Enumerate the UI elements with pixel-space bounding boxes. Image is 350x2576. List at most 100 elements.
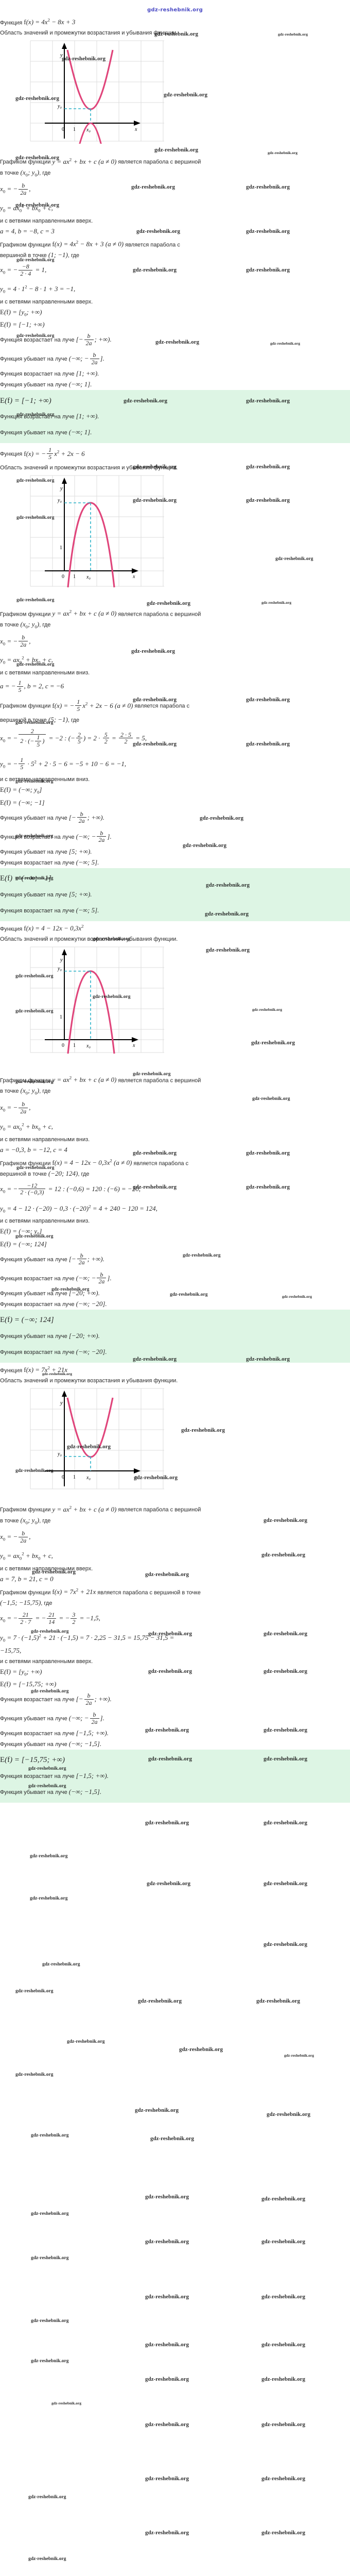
watermark: gdz-reshebnik.org xyxy=(31,2211,69,2216)
func-word-3: Функция xyxy=(0,926,24,933)
watermark: gdz-reshebnik.org xyxy=(30,1854,68,1859)
parabola-graph-2: y y₀ 1 0 1 x₀ x xyxy=(28,473,350,589)
p3-answer-E: E(f) = (−∞; 124] xyxy=(0,1315,54,1324)
p1-decr-general: Функция убывает на луче (−∞; − b 2a]. xyxy=(0,351,104,366)
p3-vertex: вершиной в точке (−20; 124), где xyxy=(0,1169,90,1177)
watermark: gdz-reshebnik.org xyxy=(145,2294,189,2300)
problem-1-formula: f(x) = 4x2 − 8x + 3 xyxy=(24,18,76,26)
p4-vertex: (−1,5; −15,75), где xyxy=(0,1599,52,1607)
p3-y0-general: y0 = ax02 + bx0 + c, xyxy=(0,1122,53,1132)
watermark: gdz-reshebnik.org xyxy=(261,2476,306,2482)
p4-decr-value: Функция убывает на луче (−∞; −1,5]. xyxy=(0,1740,102,1748)
p1-decr-value: Функция убывает на луче (−∞; 1]. xyxy=(0,380,92,388)
parabola-graph-3: y y₀ 1 0 1 x₀ x xyxy=(28,944,350,1055)
watermark: gdz-reshebnik.org xyxy=(28,2556,66,2562)
p1-branches-general: и с ветвями направленными вверх. xyxy=(0,217,93,224)
watermark: gdz-reshebnik.org xyxy=(42,1962,80,1967)
graph1-x0-label: x₀ xyxy=(86,127,91,133)
p2-branches-general: и с ветвями направленными вниз. xyxy=(0,670,90,676)
p4-E-general: E(f) = [y0; +∞) xyxy=(0,1667,42,1677)
watermark: gdz-reshebnik.org xyxy=(135,2107,179,2113)
graph2-x0-label: x₀ xyxy=(86,574,91,580)
p2-incr-general: Функция возрастает на луче (−∞; − b 2a]. xyxy=(0,829,112,844)
parabola-graph-1: y y₀ 0 1 x₀ x xyxy=(28,38,350,144)
p2-answer-incr: Функция возрастает на луче (−∞; 5]. xyxy=(0,906,99,914)
p4-incr-general: Функция возрастает на луче [− b 2a; +∞). xyxy=(0,1692,112,1706)
watermark: gdz-reshebnik.org xyxy=(28,2495,66,2500)
watermark: gdz-reshebnik.org xyxy=(138,1998,182,2004)
watermark: gdz-reshebnik.org xyxy=(261,2421,306,2428)
watermark: gdz-reshebnik.org xyxy=(261,2196,306,2202)
graph1-zero-label: 0 xyxy=(62,127,64,132)
watermark: gdz-reshebnik.org xyxy=(261,2342,306,2348)
p2-answer-E: E(f) = (−∞; −1] xyxy=(0,874,51,883)
func-word-2: Функция xyxy=(0,451,24,457)
p3-vertex-line: в точке (x0; y0), где xyxy=(0,1087,51,1096)
p4-x0-general: x0 = − b 2a, xyxy=(0,1530,31,1544)
p4-y0-general: y0 = ax02 + bx0 + c, xyxy=(0,1551,53,1561)
p3-answer-incr: Функция возрастает на луче (−∞; −20]. xyxy=(0,1347,107,1355)
p2-branches: и с ветвями направленными вниз. xyxy=(0,776,90,783)
p3-decr-general: Функция убывает на луче [− b 2a; +∞). xyxy=(0,1251,104,1266)
p4-E-value: E(f) = [−15,75; +∞) xyxy=(0,1680,57,1688)
p3-answer-block: E(f) = (−∞; 124] Функция убывает на луче… xyxy=(0,1309,350,1363)
p3-E-value: E(f) = (−∞; 124] xyxy=(0,1240,47,1248)
problem-4-title: Функция f(x) = 7x2 + 21x xyxy=(0,1365,68,1374)
p3-E-general: E(f) = (−∞; y0] xyxy=(0,1227,42,1236)
p1-answer-incr: Функция возрастает на луче [1; +∞). xyxy=(0,412,99,420)
p1-answer-decr: Функция убывает на луче (−∞; 1]. xyxy=(0,428,92,436)
p4-branches: и с ветвями направленными вверх. xyxy=(0,1658,93,1665)
p1-incr-value: Функция возрастает на луче [1; +∞). xyxy=(0,369,99,378)
graph2-x-label: x xyxy=(132,574,135,580)
p3-incr-general: Функция возрастает на луче (−∞; − b 2a]. xyxy=(0,1270,112,1285)
p2-answer-block: E(f) = (−∞; −1] Функция убывает на луче … xyxy=(0,868,350,921)
graph2-y-label: y xyxy=(60,485,63,492)
p2-x0-general: x0 = − b 2a, xyxy=(0,634,31,649)
p3-branches-general: и с ветвями направленными вниз. xyxy=(0,1136,90,1143)
p4-x0-calc: x0 = −21 2 · 7 = −21 14 = −3 2 = −1,5, xyxy=(0,1611,100,1625)
p4-answer-incr: Функция возрастает на луче [−1,5; +∞). xyxy=(0,1772,109,1780)
graph3-x-label: x xyxy=(132,1043,135,1048)
graph4-y0-label: y₀ xyxy=(57,1451,62,1457)
watermark: gdz-reshebnik.org xyxy=(15,2072,54,2077)
watermark: gdz-reshebnik.org xyxy=(145,2476,189,2482)
graph4-x-label: x xyxy=(134,1475,137,1480)
p2-coeffs: a = −1 5, b = 2, c = −6 xyxy=(0,679,64,693)
graph1-one-label: 1 xyxy=(73,127,76,132)
graph3-one-label: 1 xyxy=(73,1043,76,1048)
graph4-y-label: y xyxy=(60,1400,63,1406)
watermark: gdz-reshebnik.org xyxy=(145,2342,189,2348)
graph4-one-label: 1 xyxy=(73,1475,76,1480)
graph3-y0-label: y₀ xyxy=(57,966,62,972)
p3-general-graph-line: Графиком функции y = ax2 + bx + c (a ≠ 0… xyxy=(0,1075,201,1084)
watermark: gdz-reshebnik.org xyxy=(261,2239,306,2245)
p1-answer-block: E(f) = [−1; +∞) Функция возрастает на лу… xyxy=(0,390,350,444)
site-logo: gdz-reshebnik.org xyxy=(147,7,203,13)
p2-answer-decr: Функция убывает на луче [5; +∞). xyxy=(0,890,92,898)
func-word: Функция xyxy=(0,20,24,26)
graph1-y-label: y xyxy=(60,52,63,58)
watermark: gdz-reshebnik.org xyxy=(145,2421,189,2428)
p4-vertex-line: в точке (x0; y0), где xyxy=(0,1516,51,1526)
p3-graph-line: Графиком функции f(x) = 4 − 12x − 0,3x2 … xyxy=(0,1158,189,1166)
p2-decr-value: Функция убывает на луче [5; +∞). xyxy=(0,847,92,855)
watermark: gdz-reshebnik.org xyxy=(31,2256,69,2261)
watermark: gdz-reshebnik.org xyxy=(31,2318,69,2324)
watermark: gdz-reshebnik.org xyxy=(256,1998,301,2004)
graph2-y0-label: y₀ xyxy=(57,498,62,503)
graph2-one-y-label: 1 xyxy=(60,545,62,551)
p1-graph-line: Графиком функции f(x) = 4x2 − 8x + 3 (a … xyxy=(0,239,180,248)
p4-graph-line: Графиком функции f(x) = 7x2 + 21x являет… xyxy=(0,1587,201,1596)
p2-general-graph-line: Графиком функции y = ax2 + bx + c (a ≠ 0… xyxy=(0,608,201,617)
watermark: gdz-reshebnik.org xyxy=(31,2133,69,2138)
watermark: gdz-reshebnik.org xyxy=(284,2053,314,2058)
graph3-one-y-label: 1 xyxy=(60,1014,62,1020)
p1-y0-general: y0 = ax02 + bx0 + c, xyxy=(0,203,53,213)
solution-page: gdz-reshebnik.org gdz-reshebnik.org gdz-re… xyxy=(0,7,350,2562)
p1-E-value: E(f) = [−1; +∞) xyxy=(0,320,45,329)
watermark: gdz-reshebnik.org xyxy=(145,2376,189,2382)
p2-incr-value: Функция возрастает на луче (−∞; 5]. xyxy=(0,858,99,866)
p1-vertex: вершиной в точке (1; −1), где xyxy=(0,251,80,259)
watermark: gdz-reshebnik.org xyxy=(145,2530,189,2536)
p4-y0-calc: y0 = 7 · (−1,5)2 + 21 · (−1,5) = 7 · 2,2… xyxy=(0,1633,174,1643)
